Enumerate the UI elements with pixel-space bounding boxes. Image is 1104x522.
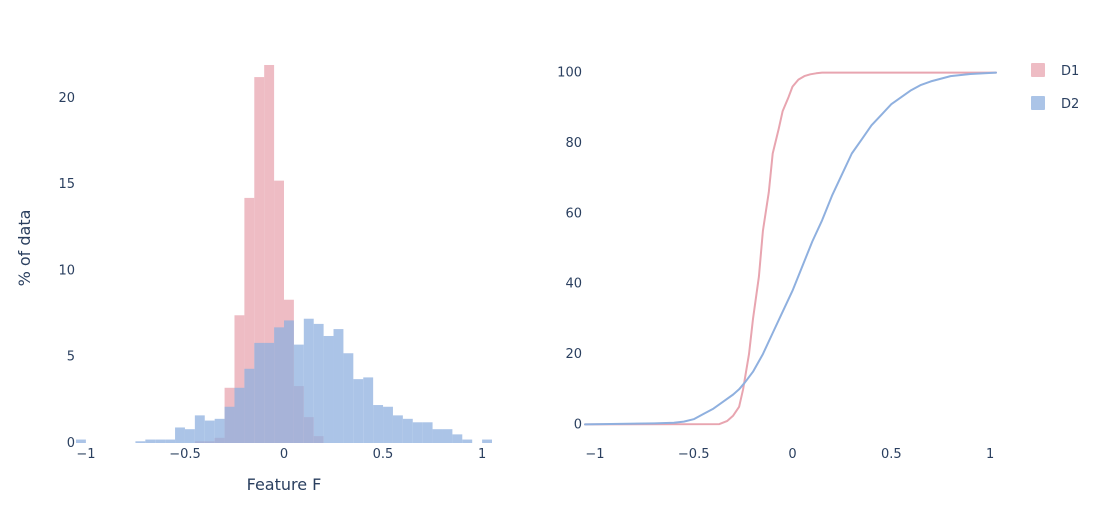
histogram-x-axis-title: Feature F: [247, 475, 322, 494]
histogram-x-tick-label: 0.5: [373, 447, 394, 462]
histogram-y-ticks: 0 5 10 15 20: [58, 91, 75, 451]
histogram-bar-d2: [432, 429, 443, 443]
cdf-x-tick-label: 0: [788, 447, 796, 462]
histogram-bar-d1: [274, 180, 284, 443]
histogram-x-ticks: −1 −0.5 0 0.5 1: [76, 447, 486, 462]
legend-item-d1[interactable]: D1: [1031, 63, 1079, 79]
histogram-bar-d2: [422, 422, 433, 443]
histogram-bar-d2: [274, 327, 284, 443]
histogram-bar-d2: [184, 429, 195, 443]
histogram-bar-d2: [412, 422, 423, 443]
histogram-bar-d2: [383, 406, 393, 443]
cdf-y-tick-label: 100: [557, 66, 582, 81]
legend-label-d2: D2: [1061, 97, 1079, 112]
histogram-bar-d2: [76, 439, 86, 443]
histogram-bar-d2: [214, 418, 225, 443]
histogram-bar-d2: [452, 434, 463, 443]
histogram-bar-d2: [234, 387, 245, 443]
cdf-x-tick-label: 1: [986, 447, 994, 462]
histogram-bar-d2: [244, 368, 255, 443]
histogram-bar-d2: [293, 344, 304, 443]
histogram-bar-d2: [353, 379, 364, 443]
cdf-y-tick-label: 0: [574, 417, 582, 432]
histogram-y-tick-label: 20: [58, 91, 75, 106]
histogram-series-d2: [76, 318, 492, 443]
histogram-bar-d2: [313, 323, 324, 443]
legend-label-d1: D1: [1061, 64, 1079, 79]
histogram-y-tick-label: 10: [58, 263, 75, 278]
cdf-x-tick-label: 0.5: [881, 447, 902, 462]
histogram-bar-d2: [442, 429, 453, 443]
cdf-y-tick-label: 20: [565, 347, 582, 362]
histogram-y-tick-label: 0: [67, 436, 75, 451]
histogram-y-axis-title: % of data: [15, 210, 34, 287]
histogram-bar-d2: [392, 415, 403, 443]
histogram-x-tick-label: −0.5: [169, 447, 201, 462]
histogram-bar-d2: [224, 406, 235, 443]
histogram-bar-d2: [254, 342, 265, 443]
cdf-x-tick-label: −1: [585, 447, 604, 462]
histogram-bar-d2: [343, 353, 354, 443]
histogram-bar-d2: [204, 420, 215, 443]
cdf-y-ticks: 0 20 40 60 80 100: [557, 66, 582, 433]
histogram-bar-d2: [264, 342, 275, 443]
histogram-x-tick-label: 1: [478, 447, 486, 462]
histogram-bar-d2: [145, 439, 156, 443]
legend[interactable]: D1 D2: [1031, 63, 1079, 112]
histogram-bar-d2: [175, 427, 185, 443]
legend-swatch-d1: [1031, 63, 1045, 77]
cdf-line-d2: [584, 71, 997, 426]
cdf-lines: [584, 71, 997, 426]
histogram-x-tick-label: −1: [76, 447, 95, 462]
cdf-x-ticks: −1 −0.5 0 0.5 1: [585, 447, 994, 462]
histogram-bar-d2: [284, 320, 294, 443]
histogram-bar-d2: [462, 439, 473, 443]
histogram-bar-d2: [194, 415, 205, 443]
histogram-x-tick-label: 0: [280, 447, 288, 462]
cdf-line-d1: [584, 71, 997, 426]
histogram-bar-d1: [254, 77, 265, 443]
histogram-bar-d1: [234, 315, 245, 443]
histogram-bar-d1: [264, 64, 275, 444]
histogram-bar-d2: [155, 439, 166, 443]
histogram-bar-d2: [363, 377, 374, 443]
histogram-bar-d2: [373, 405, 384, 443]
histogram-bar-d2: [165, 439, 176, 443]
histogram-bar-d2: [333, 329, 344, 443]
cdf-y-tick-label: 80: [565, 136, 582, 151]
cdf-x-tick-label: −0.5: [678, 447, 710, 462]
histogram-y-tick-label: 15: [58, 177, 75, 192]
histogram-bar-d2: [323, 335, 334, 443]
legend-item-d2[interactable]: D2: [1031, 96, 1079, 112]
histogram-bar-d2: [402, 418, 413, 443]
cdf-y-tick-label: 60: [565, 206, 582, 221]
histogram-bar-d2: [135, 441, 146, 443]
histogram-y-tick-label: 5: [67, 350, 75, 365]
cdf-y-tick-label: 40: [565, 277, 582, 292]
legend-swatch-d2: [1031, 96, 1045, 110]
histogram-bar-d2: [482, 439, 492, 443]
histogram-bar-d1: [244, 197, 255, 443]
cdf-panel: −1 −0.5 0 0.5 1 0 20 40 60 80 100: [557, 66, 997, 462]
histogram-panel: −1 −0.5 0 0.5 1 0 5 10 15 20 Feature F % of data: [15, 64, 492, 494]
histogram-bar-d2: [303, 318, 314, 443]
